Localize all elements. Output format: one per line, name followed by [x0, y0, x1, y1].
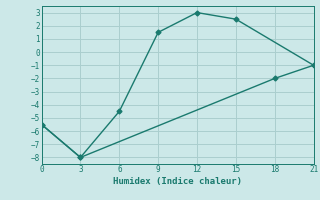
X-axis label: Humidex (Indice chaleur): Humidex (Indice chaleur) — [113, 177, 242, 186]
